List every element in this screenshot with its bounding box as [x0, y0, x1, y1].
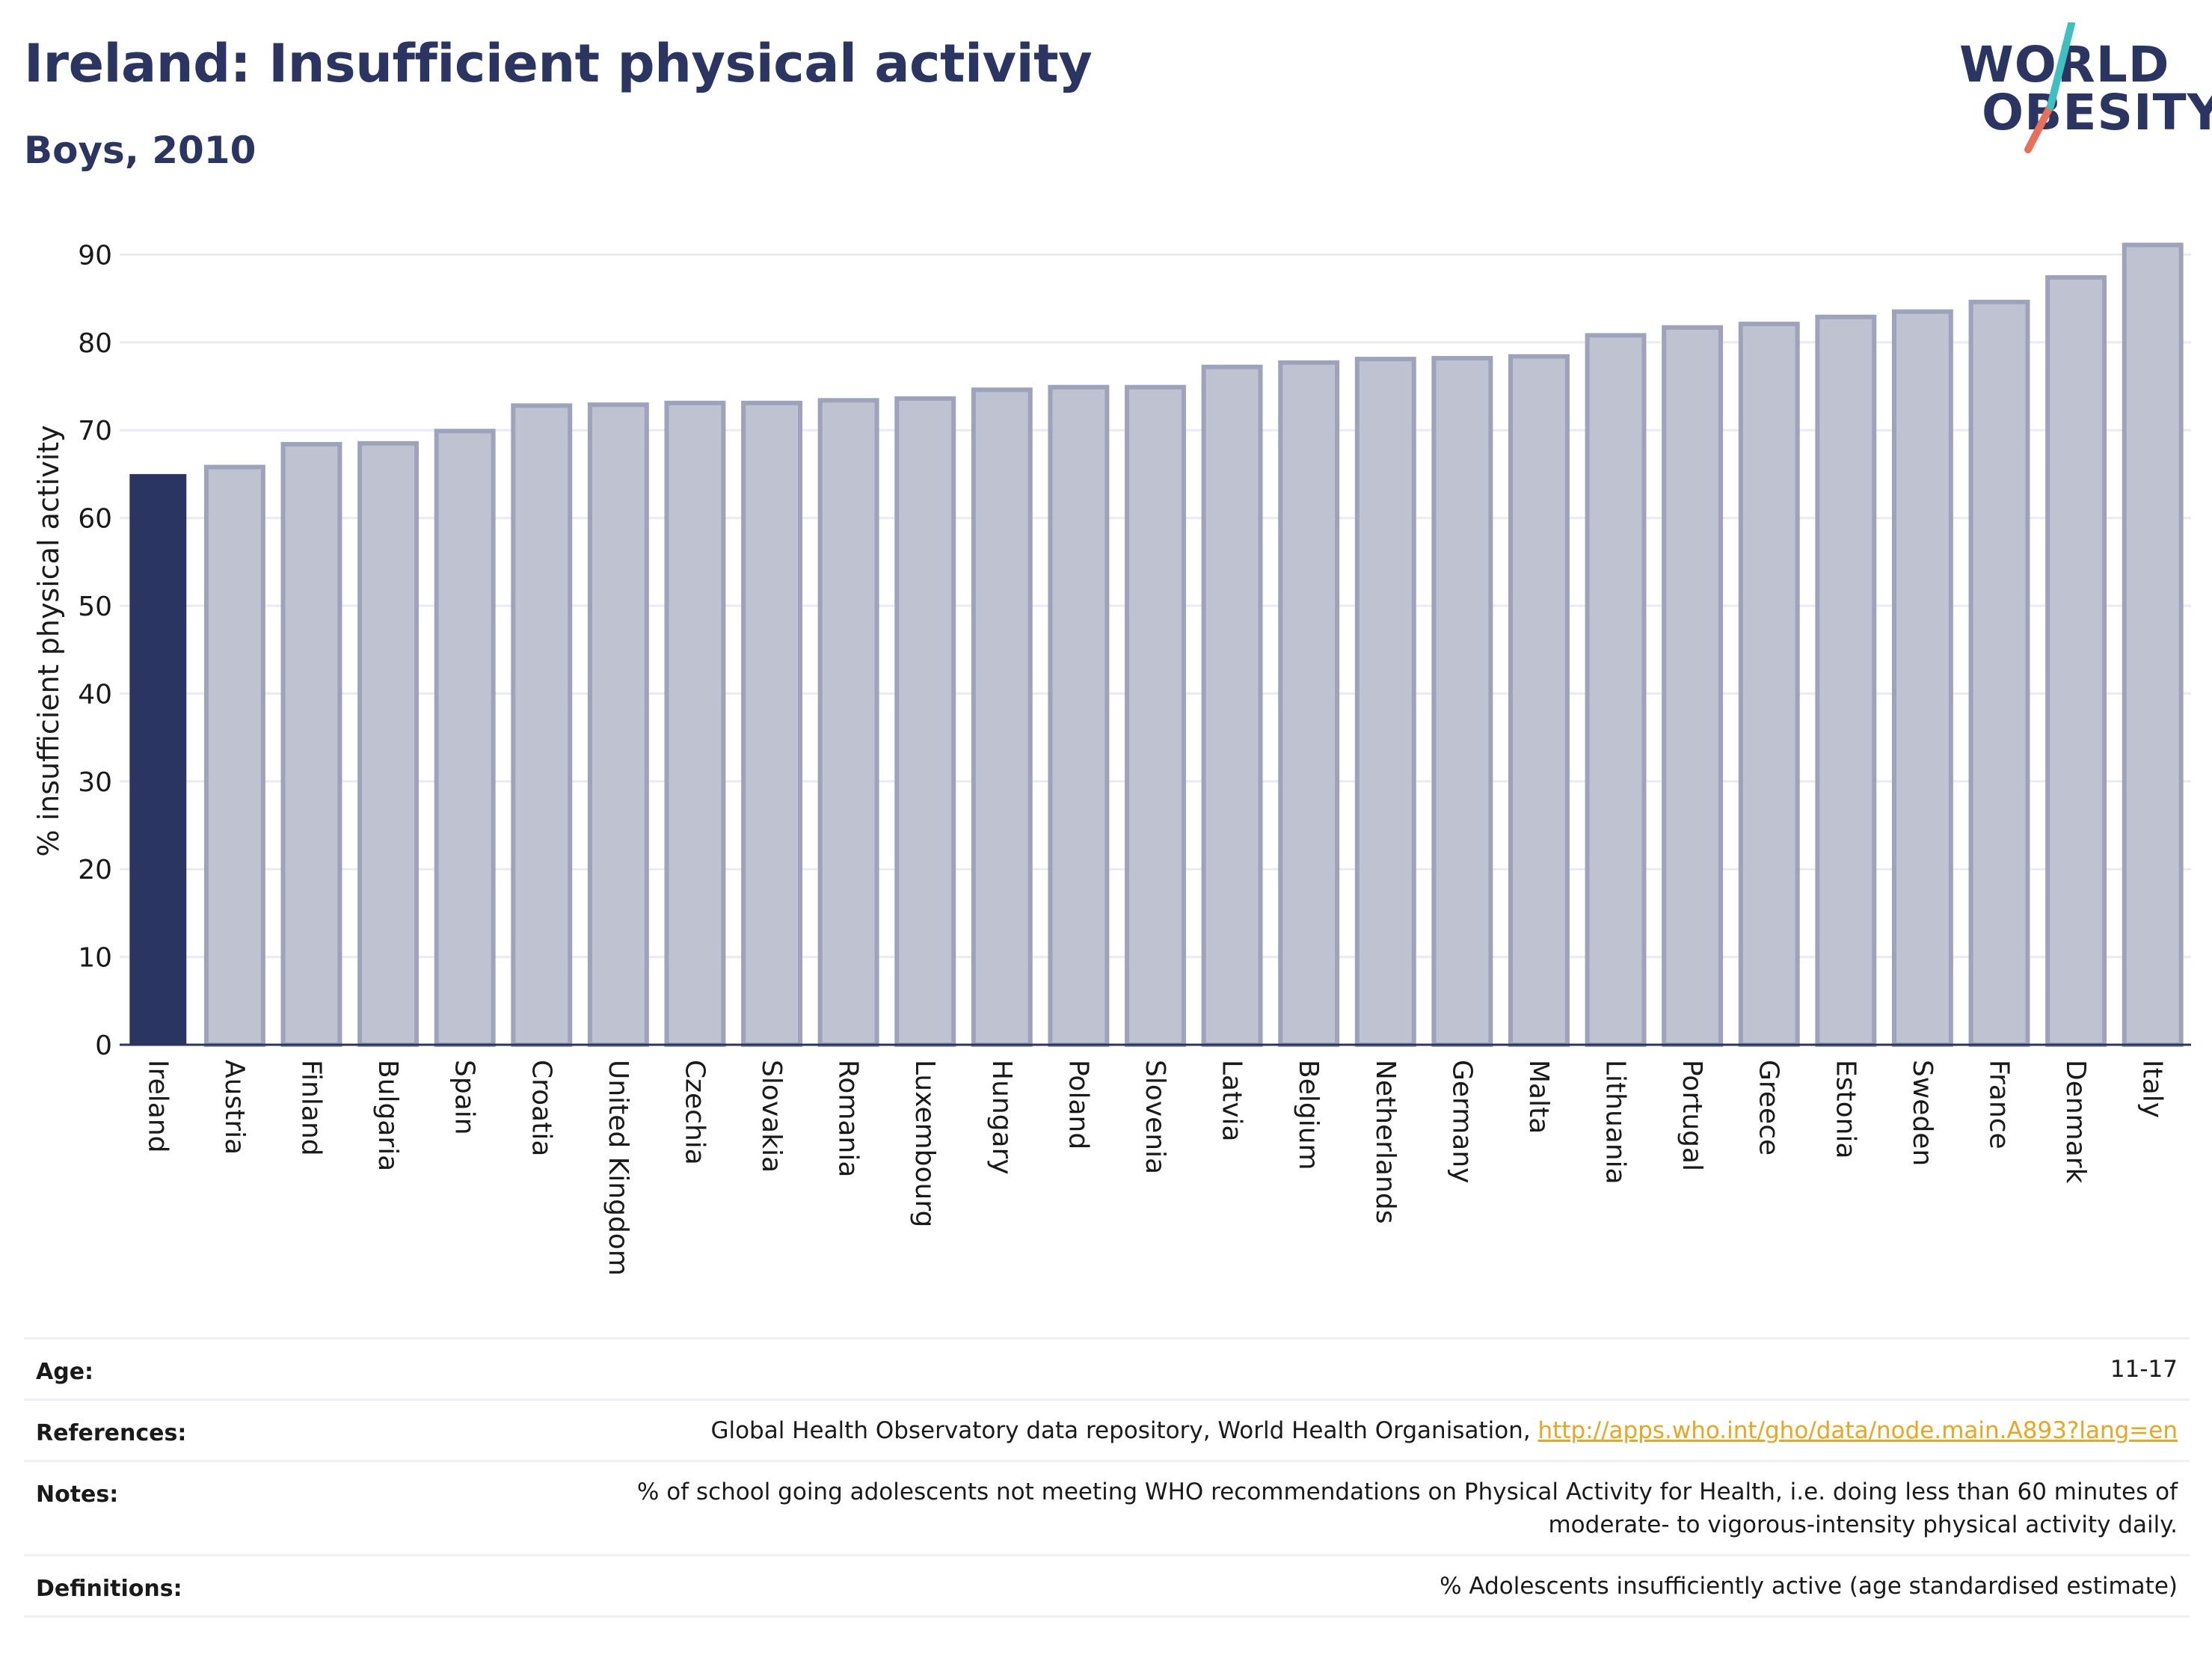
references-value: Global Health Observatory data repositor…	[710, 1414, 2178, 1447]
references-label: References:	[36, 1420, 187, 1446]
x-tick-label: Netherlands	[1370, 1060, 1401, 1223]
y-tick-label: 0	[95, 1031, 112, 1061]
x-tick-label: Denmark	[2060, 1060, 2091, 1184]
meta-row-age: Age: 11-17	[24, 1337, 2190, 1401]
x-tick-label: Malta	[1523, 1060, 1554, 1134]
x-tick-label: Greece	[1754, 1060, 1784, 1155]
y-tick-label: 20	[78, 855, 112, 885]
bar-lithuania	[1585, 333, 1647, 1047]
bar-finland	[280, 441, 342, 1047]
x-tick-label: Poland	[1063, 1060, 1093, 1149]
bar-italy	[2122, 242, 2184, 1048]
x-tick-label: Estonia	[1830, 1060, 1861, 1159]
meta-row-notes: Notes: % of school going adolescents not…	[24, 1460, 2190, 1556]
logo-slash-icon	[2024, 22, 2075, 153]
meta-row-references: References: Global Health Observatory da…	[24, 1398, 2190, 1462]
world-obesity-logo: WORLD OBESITY	[1944, 22, 2212, 157]
bar-estonia	[1815, 314, 1877, 1047]
references-link[interactable]: http://apps.who.int/gho/data/node.main.A…	[1537, 1417, 2178, 1444]
bar-latvia	[1201, 364, 1263, 1047]
bar-france	[1968, 299, 2030, 1047]
bar-denmark	[2045, 274, 2107, 1048]
y-tick-label: 60	[78, 504, 112, 535]
definitions-value: % Adolescents insufficiently active (age…	[1440, 1573, 2178, 1600]
x-tick-label: Czechia	[679, 1060, 710, 1165]
x-tick-label: France	[1984, 1060, 2015, 1149]
chart-title: Ireland: Insufficient physical activity	[24, 33, 1093, 94]
bar-belgium	[1278, 360, 1340, 1047]
y-tick-label: 90	[78, 240, 112, 271]
x-tick-label: Slovenia	[1140, 1060, 1170, 1174]
bar-slovakia	[741, 400, 802, 1047]
meta-row-definitions: Definitions: % Adolescents insufficientl…	[24, 1554, 2190, 1618]
bar-slovenia	[1125, 384, 1186, 1047]
x-tick-label: Croatia	[526, 1060, 556, 1156]
x-axis-ticks: Ireland Austria Finland Bulgaria Spain Croati…	[120, 1043, 2191, 1276]
x-tick-label: Germany	[1446, 1060, 1477, 1183]
notes-line-2: moderate- to vigorous-intensity physical…	[1548, 1511, 2178, 1538]
x-tick-label: Lithuania	[1600, 1060, 1631, 1185]
bar-hungary	[971, 387, 1033, 1048]
x-tick-label: Latvia	[1217, 1060, 1247, 1142]
age-label: Age:	[36, 1359, 94, 1385]
bar-croatia	[511, 403, 573, 1047]
x-tick-label: Italy	[2137, 1060, 2168, 1118]
x-tick-label: Bulgaria	[372, 1060, 403, 1171]
notes-line-1: % of school going adolescents not meetin…	[636, 1479, 2178, 1505]
y-tick-label: 50	[78, 592, 112, 622]
age-value: 11-17	[2110, 1356, 2178, 1383]
y-axis-ticks: 0 10 20 30 40 50 60 70 80 90	[78, 240, 112, 1061]
chart-subtitle: Boys, 2010	[24, 129, 256, 172]
x-tick-label: Spain	[449, 1060, 480, 1135]
x-tick-label: Austria	[219, 1060, 250, 1155]
bar-greece	[1738, 322, 1800, 1047]
x-tick-label: Portugal	[1677, 1060, 1707, 1171]
bar-poland	[1048, 384, 1110, 1047]
x-tick-label: Finland	[295, 1060, 326, 1156]
bar-bulgaria	[357, 440, 420, 1047]
bar-germany	[1431, 355, 1493, 1047]
x-tick-label: Hungary	[986, 1060, 1017, 1175]
bar-chart: 0 10 20 30 40 50 60 70 80 90 Ireland Austria Finlan…	[32, 240, 2191, 1276]
y-tick-label: 10	[78, 943, 112, 974]
x-tick-label: Ireland	[142, 1060, 173, 1153]
logo-text-obesity: OBESITY	[1982, 84, 2212, 141]
x-tick-label: Slovakia	[756, 1060, 787, 1173]
bar-luxembourg	[894, 396, 956, 1048]
bars	[129, 242, 2184, 1048]
bar-austria	[203, 464, 265, 1047]
x-tick-label: United Kingdom	[603, 1060, 633, 1276]
bar-spain	[434, 429, 496, 1047]
x-tick-label: Sweden	[1907, 1060, 1938, 1166]
bar-sweden	[1891, 309, 1953, 1047]
bar-czechia	[664, 400, 726, 1047]
y-tick-label: 40	[78, 679, 112, 710]
y-axis-label: % insufficient physical activity	[32, 425, 65, 856]
definitions-label: Definitions:	[36, 1576, 182, 1602]
bar-ireland	[129, 473, 187, 1045]
x-tick-label: Luxembourg	[909, 1060, 940, 1227]
references-text: Global Health Observatory data repositor…	[710, 1417, 1538, 1444]
y-tick-label: 80	[78, 328, 112, 359]
bar-malta	[1508, 354, 1570, 1048]
meta-bottom-rule	[24, 1615, 2190, 1618]
notes-value: % of school going adolescents not meetin…	[637, 1476, 2178, 1541]
bar-united-kingdom	[587, 402, 649, 1047]
bar-netherlands	[1354, 357, 1416, 1047]
bar-romania	[817, 398, 879, 1047]
bar-portugal	[1662, 325, 1724, 1048]
y-tick-label: 70	[78, 416, 112, 446]
notes-label: Notes:	[36, 1481, 119, 1508]
y-tick-label: 30	[78, 767, 112, 798]
x-tick-label: Romania	[833, 1060, 864, 1177]
x-tick-label: Belgium	[1293, 1060, 1324, 1170]
